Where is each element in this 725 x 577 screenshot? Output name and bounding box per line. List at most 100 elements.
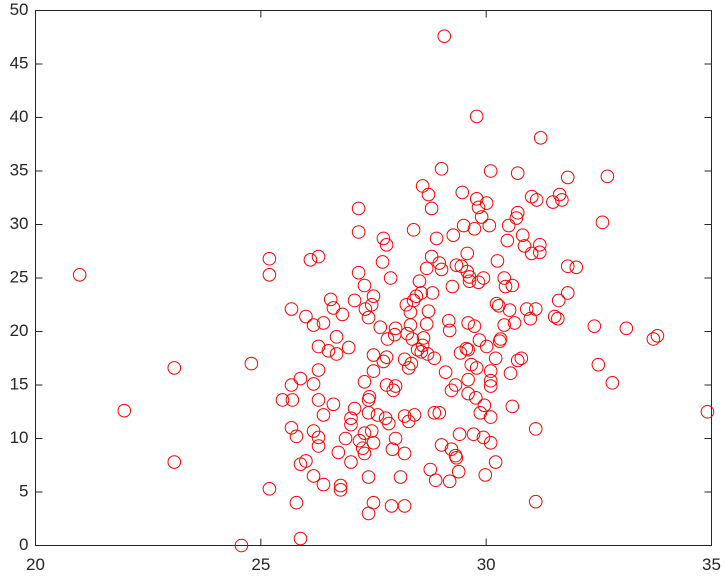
point <box>551 311 565 326</box>
point <box>311 439 326 453</box>
point <box>441 314 456 328</box>
point <box>333 483 348 497</box>
point <box>524 246 539 261</box>
point <box>490 254 505 268</box>
point <box>399 297 414 312</box>
point <box>505 399 520 414</box>
point <box>370 408 385 422</box>
point <box>167 361 182 375</box>
point <box>316 316 331 330</box>
point <box>459 341 474 356</box>
point <box>452 427 467 442</box>
point <box>397 352 412 367</box>
point <box>406 293 421 308</box>
point <box>467 221 482 236</box>
point <box>306 318 321 332</box>
point <box>316 408 331 422</box>
point <box>528 422 543 436</box>
point <box>311 249 326 264</box>
y-tick-label: 0 <box>19 535 28 554</box>
point <box>432 406 447 420</box>
point <box>477 398 492 413</box>
point <box>532 238 547 252</box>
point <box>262 267 277 282</box>
point <box>448 448 463 463</box>
point <box>361 470 376 484</box>
point <box>461 386 475 401</box>
point <box>284 378 299 392</box>
point <box>460 246 475 261</box>
point <box>167 455 182 469</box>
point <box>366 435 381 450</box>
point <box>323 292 338 307</box>
point <box>299 309 313 324</box>
point <box>404 356 419 371</box>
point <box>379 350 394 364</box>
point <box>442 474 457 489</box>
point <box>529 193 544 207</box>
point <box>437 29 452 43</box>
point <box>326 397 341 412</box>
point <box>420 347 435 361</box>
y-tick-label: 50 <box>10 0 29 19</box>
point <box>445 279 460 294</box>
point <box>509 211 524 225</box>
x-tick-label: 20 <box>26 555 45 574</box>
point <box>517 239 532 253</box>
point <box>364 424 379 438</box>
point <box>619 321 634 336</box>
point <box>376 354 391 369</box>
point <box>451 464 466 479</box>
point <box>414 345 429 359</box>
point <box>262 481 277 496</box>
point <box>461 372 475 387</box>
point <box>293 531 308 546</box>
y-tick-label: 25 <box>10 267 29 286</box>
point <box>482 218 497 233</box>
point <box>311 430 326 445</box>
y-tick-label: 5 <box>19 481 28 500</box>
point <box>397 409 412 423</box>
point <box>357 374 372 389</box>
x-tick-label: 30 <box>477 555 496 574</box>
plot-frame <box>35 10 712 546</box>
point <box>379 378 394 392</box>
point <box>500 233 515 248</box>
point <box>502 303 517 317</box>
point <box>503 366 518 381</box>
point <box>400 326 415 341</box>
point <box>362 389 377 404</box>
point <box>388 321 403 336</box>
point <box>600 169 615 184</box>
point <box>375 255 390 269</box>
point <box>515 228 530 242</box>
y-tick-label: 20 <box>10 321 29 340</box>
y-tick-label: 45 <box>10 53 29 72</box>
point <box>587 319 602 333</box>
point <box>321 343 336 358</box>
point <box>434 438 449 452</box>
point <box>469 109 484 124</box>
point <box>344 417 358 432</box>
point <box>424 201 439 216</box>
point <box>471 275 486 290</box>
point <box>299 454 313 468</box>
point <box>469 361 484 375</box>
point <box>438 365 453 379</box>
point <box>405 332 420 346</box>
point <box>415 338 430 353</box>
point <box>493 332 508 346</box>
point <box>373 320 388 335</box>
point <box>289 429 304 444</box>
point <box>344 411 358 425</box>
point <box>479 339 494 354</box>
point <box>646 332 661 346</box>
point <box>410 342 425 357</box>
point <box>476 271 491 285</box>
point <box>316 477 331 492</box>
point <box>393 470 408 484</box>
point <box>425 286 440 300</box>
point <box>461 342 475 357</box>
point <box>401 361 416 375</box>
point <box>471 200 486 215</box>
